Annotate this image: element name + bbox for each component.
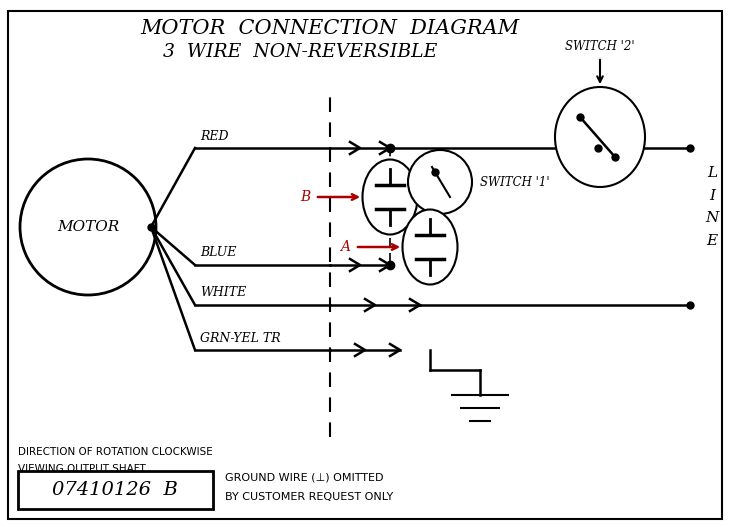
Text: RED: RED <box>200 130 228 142</box>
Text: BLUE: BLUE <box>200 247 236 259</box>
Text: MOTOR  CONNECTION  DIAGRAM: MOTOR CONNECTION DIAGRAM <box>141 19 520 38</box>
Circle shape <box>20 159 156 295</box>
Circle shape <box>408 150 472 214</box>
Text: SWITCH '2': SWITCH '2' <box>565 41 635 54</box>
Text: 07410126  B: 07410126 B <box>52 481 178 499</box>
Text: 3  WIRE  NON-REVERSIBLE: 3 WIRE NON-REVERSIBLE <box>163 43 437 61</box>
Text: SWITCH '1': SWITCH '1' <box>480 175 550 189</box>
Bar <box>18 471 213 509</box>
Text: A: A <box>340 240 350 254</box>
Ellipse shape <box>403 210 458 285</box>
Text: VIEWING OUTPUT SHAFT: VIEWING OUTPUT SHAFT <box>18 464 146 474</box>
Text: B: B <box>299 190 310 204</box>
Text: GROUND WIRE (⊥) OMITTED: GROUND WIRE (⊥) OMITTED <box>225 472 384 482</box>
Text: L
I
N
E: L I N E <box>706 166 719 248</box>
Text: GRN-YEL TR: GRN-YEL TR <box>200 331 280 345</box>
Text: WHITE: WHITE <box>200 287 246 299</box>
Text: BY CUSTOMER REQUEST ONLY: BY CUSTOMER REQUEST ONLY <box>225 492 393 502</box>
Text: MOTOR: MOTOR <box>57 220 119 234</box>
Ellipse shape <box>555 87 645 187</box>
Ellipse shape <box>362 160 417 235</box>
Text: DIRECTION OF ROTATION CLOCKWISE: DIRECTION OF ROTATION CLOCKWISE <box>18 447 213 457</box>
